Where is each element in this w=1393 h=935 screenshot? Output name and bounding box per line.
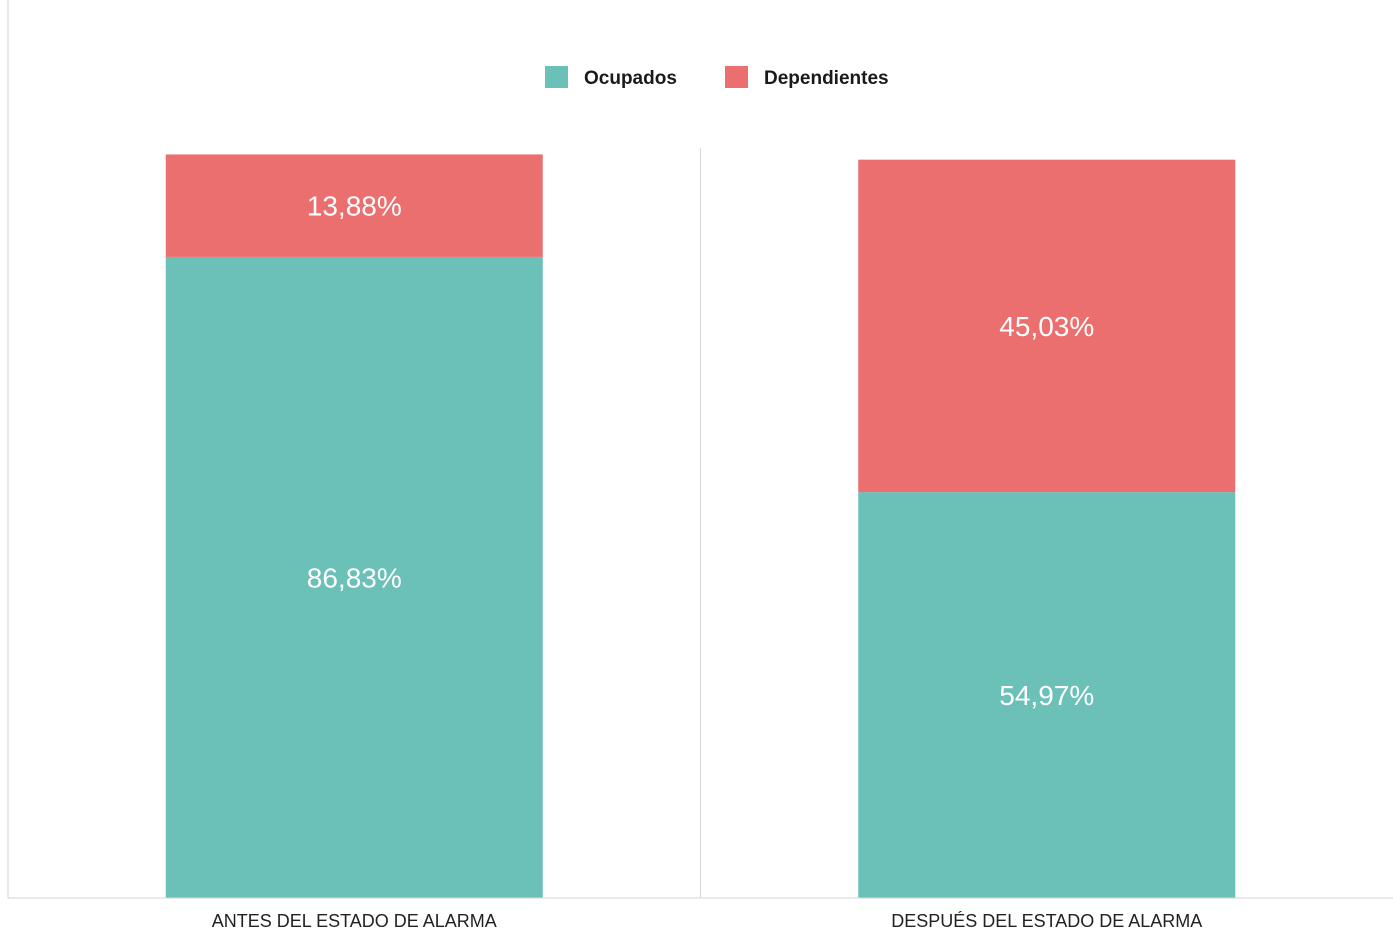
category-label-1: ANTES DEL ESTADO DE ALARMA <box>212 911 497 931</box>
data-label-dependientes-2: 45,03% <box>999 311 1094 342</box>
data-label-ocupados-1: 86,83% <box>307 562 402 593</box>
bar-ocupados-2 <box>858 492 1236 898</box>
legend-label-ocupados: Ocupados <box>584 68 677 89</box>
data-label-dependientes-1: 13,88% <box>307 191 402 222</box>
data-label-ocupados-2: 54,97% <box>999 680 1094 711</box>
legend-swatch-ocupados <box>545 66 568 88</box>
chart-legend: Ocupados Dependientes <box>545 66 889 89</box>
bar-ocupados-1 <box>165 256 543 898</box>
plot-area: 86,83% 13,88% 54,97% 45,03% <box>165 154 1236 898</box>
legend-swatch-dependientes <box>725 66 748 88</box>
legend-label-dependientes: Dependientes <box>764 68 889 89</box>
bar-dependientes-1 <box>165 154 543 257</box>
category-label-2: DESPUÉS DEL ESTADO DE ALARMA <box>891 911 1202 931</box>
bar-dependientes-2 <box>858 159 1236 493</box>
x-axis: ANTES DEL ESTADO DE ALARMA DESPUÉS DEL ES… <box>7 0 1393 931</box>
